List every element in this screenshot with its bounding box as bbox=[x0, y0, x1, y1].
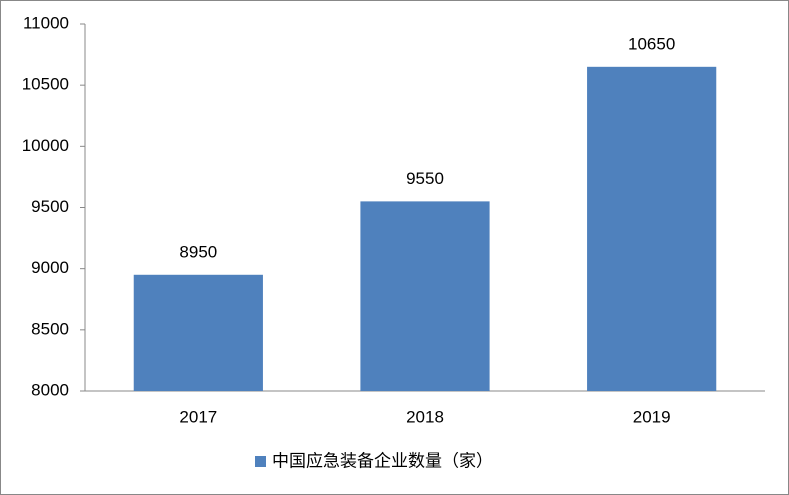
legend-label: 中国应急装备企业数量（家） bbox=[272, 451, 493, 470]
y-tick-label: 9500 bbox=[31, 197, 69, 216]
y-tick-label: 9000 bbox=[31, 258, 69, 277]
y-tick-label: 10000 bbox=[22, 136, 69, 155]
data-label: 8950 bbox=[179, 242, 217, 261]
y-tick-label: 11000 bbox=[23, 13, 69, 32]
x-tick-label: 2017 bbox=[179, 407, 217, 426]
bar bbox=[587, 66, 717, 392]
y-tick-label: 8500 bbox=[31, 319, 69, 338]
bar bbox=[360, 201, 490, 391]
data-label: 9550 bbox=[406, 169, 444, 188]
y-tick-label: 8000 bbox=[31, 380, 69, 399]
data-label: 10650 bbox=[628, 34, 675, 53]
x-tick-label: 2018 bbox=[406, 407, 444, 426]
bar bbox=[133, 274, 263, 391]
legend-swatch bbox=[255, 456, 266, 467]
y-tick-label: 10500 bbox=[22, 75, 69, 94]
x-tick-label: 2019 bbox=[633, 407, 671, 426]
